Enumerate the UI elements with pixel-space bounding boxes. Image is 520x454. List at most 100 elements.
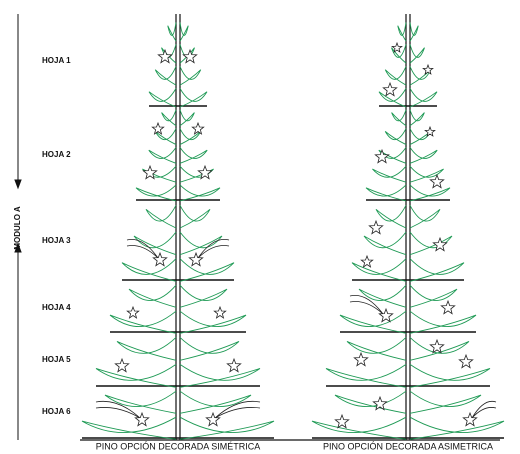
star xyxy=(378,307,394,323)
star xyxy=(424,125,436,137)
comet-tail xyxy=(95,400,141,419)
branch xyxy=(179,22,189,42)
branch xyxy=(339,310,407,334)
star xyxy=(157,48,173,64)
branch xyxy=(409,88,438,108)
branch xyxy=(179,310,247,334)
branch xyxy=(179,165,214,183)
star xyxy=(429,338,445,354)
star xyxy=(134,411,150,427)
branch xyxy=(179,364,261,388)
comet-tail xyxy=(349,295,384,315)
sheet-label: HOJA 3 xyxy=(42,236,71,245)
branch xyxy=(397,22,407,42)
branch xyxy=(179,390,252,414)
caption: PINO OPCIÓN DECORADA SIMÉTRICA xyxy=(96,441,261,451)
branch xyxy=(351,258,407,282)
branch xyxy=(179,184,221,202)
branch xyxy=(179,258,235,282)
star xyxy=(462,411,478,427)
branch xyxy=(135,184,177,202)
branch xyxy=(363,231,407,256)
star xyxy=(205,411,221,427)
branch xyxy=(133,231,177,256)
branch xyxy=(409,416,505,440)
branch xyxy=(384,66,407,86)
star xyxy=(114,357,130,373)
branch xyxy=(142,165,177,183)
star xyxy=(334,413,350,429)
branch xyxy=(409,337,470,361)
star xyxy=(458,353,474,369)
star xyxy=(182,48,198,64)
star xyxy=(440,299,456,315)
branch xyxy=(128,284,177,308)
sheet-label: HOJA 1 xyxy=(42,56,71,65)
branch xyxy=(409,284,458,308)
branch xyxy=(409,44,425,64)
branch xyxy=(179,337,240,361)
star xyxy=(142,164,158,180)
trees xyxy=(81,14,505,440)
branch xyxy=(179,66,202,86)
sheet-label: HOJA 5 xyxy=(42,355,71,364)
branch xyxy=(325,364,407,388)
branch xyxy=(179,416,275,440)
branch xyxy=(409,310,477,334)
branch xyxy=(179,284,228,308)
star xyxy=(391,41,403,53)
branch xyxy=(179,231,223,256)
branch xyxy=(409,109,425,127)
branch xyxy=(154,66,177,86)
star xyxy=(368,219,384,235)
branch xyxy=(409,231,453,256)
star xyxy=(372,395,388,411)
branch xyxy=(334,390,407,414)
branch xyxy=(409,258,465,282)
branch xyxy=(161,109,177,127)
branch xyxy=(116,337,177,361)
branch xyxy=(81,416,177,440)
star xyxy=(126,305,140,319)
branch xyxy=(409,22,419,42)
branch xyxy=(109,310,177,334)
branch xyxy=(179,205,211,229)
star xyxy=(360,254,374,268)
star xyxy=(213,305,227,319)
branch xyxy=(409,390,482,414)
star xyxy=(422,63,434,75)
branch xyxy=(378,147,407,164)
branch xyxy=(311,416,407,440)
branch xyxy=(365,184,407,202)
branch xyxy=(358,284,407,308)
branch xyxy=(148,147,177,164)
comet-tail xyxy=(214,400,261,419)
branch xyxy=(95,364,177,388)
module-arrow xyxy=(14,14,22,440)
module-label: MODULO A xyxy=(13,206,22,249)
star xyxy=(374,148,390,164)
branch xyxy=(409,165,444,183)
star xyxy=(191,121,205,135)
branch xyxy=(104,390,177,414)
branch xyxy=(148,88,177,108)
star xyxy=(382,81,398,97)
branch xyxy=(167,22,177,42)
comet-tail xyxy=(471,400,497,419)
branch xyxy=(375,205,407,229)
branch xyxy=(121,258,177,282)
branch xyxy=(409,184,451,202)
sheet-label: HOJA 2 xyxy=(42,150,71,159)
branch xyxy=(409,147,438,164)
star xyxy=(353,351,369,367)
sheet-label: HOJA 6 xyxy=(42,407,71,416)
star xyxy=(188,251,204,267)
branch xyxy=(179,109,195,127)
star xyxy=(151,121,165,135)
branch xyxy=(378,88,407,108)
branch xyxy=(391,109,407,127)
caption: PINO OPCIÓN DECORADA ASIMETRICA xyxy=(323,441,493,451)
star xyxy=(429,173,445,189)
branch xyxy=(179,147,208,164)
